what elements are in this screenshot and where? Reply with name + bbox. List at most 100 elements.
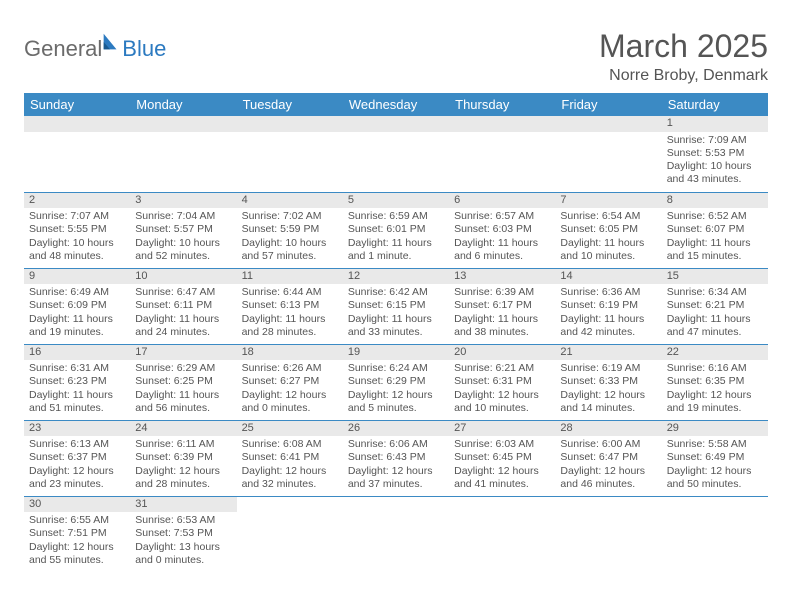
sunset-text: Sunset: 6:37 PM [29, 451, 125, 464]
day-cell: 30Sunrise: 6:55 AMSunset: 7:51 PMDayligh… [24, 496, 130, 572]
sunset-text: Sunset: 5:53 PM [667, 147, 763, 160]
sunrise-text: Sunrise: 6:13 AM [29, 438, 125, 451]
sunrise-text: Sunrise: 6:36 AM [560, 286, 656, 299]
day-details: Sunrise: 6:29 AMSunset: 6:25 PMDaylight:… [130, 360, 236, 419]
empty-cell [24, 116, 130, 192]
daylight-text: Daylight: 12 hours and 55 minutes. [29, 541, 125, 567]
day-cell: 4Sunrise: 7:02 AMSunset: 5:59 PMDaylight… [237, 192, 343, 268]
day-number: 31 [130, 497, 236, 513]
day-details: Sunrise: 6:57 AMSunset: 6:03 PMDaylight:… [449, 208, 555, 267]
day-details: Sunrise: 7:09 AMSunset: 5:53 PMDaylight:… [662, 132, 768, 191]
sunrise-text: Sunrise: 7:07 AM [29, 210, 125, 223]
sunrise-text: Sunrise: 6:26 AM [242, 362, 338, 375]
page-header: General Blue March 2025 Norre Broby, Den… [24, 28, 768, 85]
sunrise-text: Sunrise: 6:00 AM [560, 438, 656, 451]
weekday-thursday: Thursday [449, 93, 555, 116]
day-cell: 26Sunrise: 6:06 AMSunset: 6:43 PMDayligh… [343, 420, 449, 496]
daylight-text: Daylight: 12 hours and 0 minutes. [242, 389, 338, 415]
sunrise-text: Sunrise: 5:58 AM [667, 438, 763, 451]
day-details: Sunrise: 6:08 AMSunset: 6:41 PMDaylight:… [237, 436, 343, 495]
day-number: 8 [662, 193, 768, 209]
daylight-text: Daylight: 11 hours and 42 minutes. [560, 313, 656, 339]
day-cell: 1Sunrise: 7:09 AMSunset: 5:53 PMDaylight… [662, 116, 768, 192]
day-details: Sunrise: 6:54 AMSunset: 6:05 PMDaylight:… [555, 208, 661, 267]
day-cell: 12Sunrise: 6:42 AMSunset: 6:15 PMDayligh… [343, 268, 449, 344]
daylight-text: Daylight: 10 hours and 43 minutes. [667, 160, 763, 186]
day-details: Sunrise: 6:39 AMSunset: 6:17 PMDaylight:… [449, 284, 555, 343]
day-number: 29 [662, 421, 768, 437]
day-number: 19 [343, 345, 449, 361]
sunset-text: Sunset: 6:07 PM [667, 223, 763, 236]
day-details: Sunrise: 6:42 AMSunset: 6:15 PMDaylight:… [343, 284, 449, 343]
sunrise-text: Sunrise: 6:31 AM [29, 362, 125, 375]
day-details: Sunrise: 6:13 AMSunset: 6:37 PMDaylight:… [24, 436, 130, 495]
day-number: 3 [130, 193, 236, 209]
sunset-text: Sunset: 6:17 PM [454, 299, 550, 312]
sunrise-text: Sunrise: 6:57 AM [454, 210, 550, 223]
daylight-text: Daylight: 11 hours and 51 minutes. [29, 389, 125, 415]
day-cell: 8Sunrise: 6:52 AMSunset: 6:07 PMDaylight… [662, 192, 768, 268]
day-number: 14 [555, 269, 661, 285]
daylight-text: Daylight: 10 hours and 48 minutes. [29, 237, 125, 263]
day-details: Sunrise: 6:21 AMSunset: 6:31 PMDaylight:… [449, 360, 555, 419]
day-number: 20 [449, 345, 555, 361]
sunrise-text: Sunrise: 7:09 AM [667, 134, 763, 147]
daylight-text: Daylight: 12 hours and 32 minutes. [242, 465, 338, 491]
day-number: 21 [555, 345, 661, 361]
day-number: 12 [343, 269, 449, 285]
empty-cell [449, 116, 555, 192]
day-number: 25 [237, 421, 343, 437]
empty-cell [130, 116, 236, 192]
daylight-text: Daylight: 10 hours and 52 minutes. [135, 237, 231, 263]
day-number: 30 [24, 497, 130, 513]
day-details: Sunrise: 6:16 AMSunset: 6:35 PMDaylight:… [662, 360, 768, 419]
daylight-text: Daylight: 11 hours and 10 minutes. [560, 237, 656, 263]
day-details: Sunrise: 6:55 AMSunset: 7:51 PMDaylight:… [24, 512, 130, 571]
daylight-text: Daylight: 12 hours and 37 minutes. [348, 465, 444, 491]
sunset-text: Sunset: 6:41 PM [242, 451, 338, 464]
day-number: 22 [662, 345, 768, 361]
sunset-text: Sunset: 6:33 PM [560, 375, 656, 388]
day-cell: 27Sunrise: 6:03 AMSunset: 6:45 PMDayligh… [449, 420, 555, 496]
day-details: Sunrise: 7:02 AMSunset: 5:59 PMDaylight:… [237, 208, 343, 267]
sunrise-text: Sunrise: 6:53 AM [135, 514, 231, 527]
day-details: Sunrise: 6:06 AMSunset: 6:43 PMDaylight:… [343, 436, 449, 495]
day-details: Sunrise: 6:36 AMSunset: 6:19 PMDaylight:… [555, 284, 661, 343]
daylight-text: Daylight: 11 hours and 6 minutes. [454, 237, 550, 263]
day-cell: 21Sunrise: 6:19 AMSunset: 6:33 PMDayligh… [555, 344, 661, 420]
sunset-text: Sunset: 6:39 PM [135, 451, 231, 464]
day-details: Sunrise: 6:31 AMSunset: 6:23 PMDaylight:… [24, 360, 130, 419]
daylight-text: Daylight: 11 hours and 33 minutes. [348, 313, 444, 339]
day-details: Sunrise: 6:26 AMSunset: 6:27 PMDaylight:… [237, 360, 343, 419]
day-number: 6 [449, 193, 555, 209]
day-number: 27 [449, 421, 555, 437]
day-cell: 2Sunrise: 7:07 AMSunset: 5:55 PMDaylight… [24, 192, 130, 268]
sunset-text: Sunset: 6:29 PM [348, 375, 444, 388]
day-cell: 16Sunrise: 6:31 AMSunset: 6:23 PMDayligh… [24, 344, 130, 420]
daylight-text: Daylight: 12 hours and 50 minutes. [667, 465, 763, 491]
day-cell: 18Sunrise: 6:26 AMSunset: 6:27 PMDayligh… [237, 344, 343, 420]
sunrise-text: Sunrise: 6:34 AM [667, 286, 763, 299]
daylight-text: Daylight: 12 hours and 23 minutes. [29, 465, 125, 491]
day-cell: 19Sunrise: 6:24 AMSunset: 6:29 PMDayligh… [343, 344, 449, 420]
day-details: Sunrise: 6:47 AMSunset: 6:11 PMDaylight:… [130, 284, 236, 343]
logo: General Blue [24, 36, 166, 62]
day-cell: 3Sunrise: 7:04 AMSunset: 5:57 PMDaylight… [130, 192, 236, 268]
sunrise-text: Sunrise: 6:42 AM [348, 286, 444, 299]
day-number: 4 [237, 193, 343, 209]
daylight-text: Daylight: 12 hours and 28 minutes. [135, 465, 231, 491]
day-details: Sunrise: 7:07 AMSunset: 5:55 PMDaylight:… [24, 208, 130, 267]
week-row: 9Sunrise: 6:49 AMSunset: 6:09 PMDaylight… [24, 268, 768, 344]
sunrise-text: Sunrise: 6:16 AM [667, 362, 763, 375]
day-details: Sunrise: 6:34 AMSunset: 6:21 PMDaylight:… [662, 284, 768, 343]
sunrise-text: Sunrise: 7:04 AM [135, 210, 231, 223]
daylight-text: Daylight: 10 hours and 57 minutes. [242, 237, 338, 263]
day-cell: 5Sunrise: 6:59 AMSunset: 6:01 PMDaylight… [343, 192, 449, 268]
day-details: Sunrise: 6:53 AMSunset: 7:53 PMDaylight:… [130, 512, 236, 571]
sunset-text: Sunset: 6:31 PM [454, 375, 550, 388]
daylight-text: Daylight: 11 hours and 47 minutes. [667, 313, 763, 339]
day-number: 15 [662, 269, 768, 285]
day-cell: 22Sunrise: 6:16 AMSunset: 6:35 PMDayligh… [662, 344, 768, 420]
weekday-sunday: Sunday [24, 93, 130, 116]
day-number: 18 [237, 345, 343, 361]
